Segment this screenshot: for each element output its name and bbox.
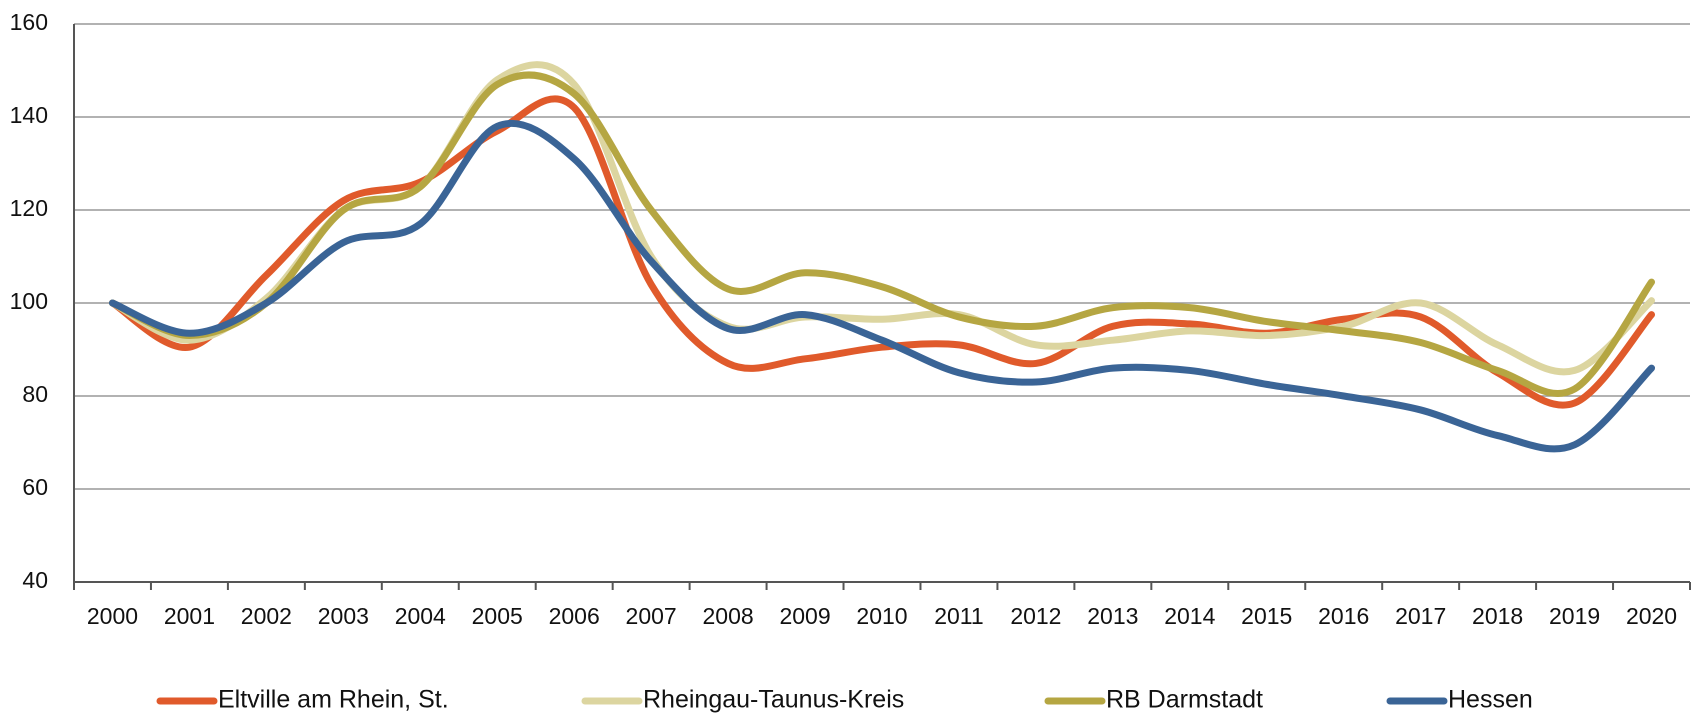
x-tick-label: 2019 (1549, 603, 1600, 629)
x-tick-label: 2012 (1010, 603, 1061, 629)
x-tick-label: 2017 (1395, 603, 1446, 629)
legend-label: Rheingau-Taunus-Kreis (643, 686, 904, 714)
x-tick-label: 2015 (1241, 603, 1292, 629)
x-tick-label: 2009 (779, 603, 830, 629)
x-tick-label: 2011 (934, 603, 983, 629)
x-tick-label: 2013 (1087, 603, 1138, 629)
legend-label: RB Darmstadt (1106, 686, 1263, 714)
x-tick-label: 2016 (1318, 603, 1369, 629)
series-line (108, 61, 1656, 376)
x-tick-label: 2010 (856, 603, 907, 629)
y-tick-label: 100 (10, 288, 48, 314)
x-tick-label: 2005 (472, 603, 523, 629)
x-tick-label: 2008 (703, 603, 754, 629)
y-tick-label: 140 (10, 102, 48, 128)
x-tick-label: 2000 (87, 603, 138, 629)
x-tick-label: 2006 (549, 603, 600, 629)
x-tick-label: 2003 (318, 603, 369, 629)
y-tick-label: 40 (22, 567, 48, 593)
x-tick-label: 2004 (395, 603, 446, 629)
x-tick-label: 2002 (241, 603, 292, 629)
x-tick-label: 2007 (626, 603, 677, 629)
x-tick-label: 2018 (1472, 603, 1523, 629)
legend-label: Eltville am Rhein, St. (218, 686, 449, 714)
y-tick-label: 120 (10, 195, 48, 221)
legend-label: Hessen (1448, 686, 1533, 714)
y-tick-label: 60 (22, 474, 48, 500)
y-tick-label: 80 (22, 381, 48, 407)
x-tick-label: 2014 (1164, 603, 1215, 629)
series-line (108, 71, 1656, 397)
y-tick-label: 160 (10, 9, 48, 35)
series-line (108, 119, 1656, 453)
x-tick-label: 2020 (1626, 603, 1677, 629)
x-tick-label: 2001 (164, 603, 215, 629)
series-line (108, 95, 1656, 409)
